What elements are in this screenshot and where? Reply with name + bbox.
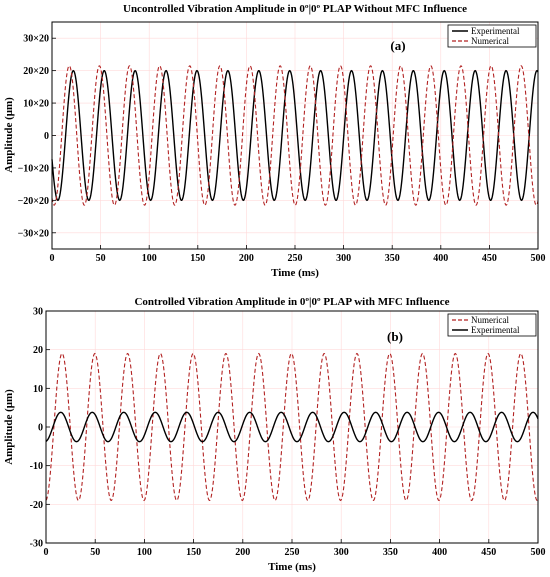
chart-b-y-tick-label: 20: [33, 345, 43, 356]
chart-b-x-tick-label: 150: [186, 547, 201, 558]
chart-b-y-tick-label: -20: [30, 500, 43, 511]
chart-b-x-tick-label: 250: [285, 547, 300, 558]
chart-a-y-tick-label: 30×20: [23, 34, 49, 45]
chart-a-x-tick-label: 50: [96, 253, 106, 264]
chart-a-legend-experimental: Experimental: [471, 26, 520, 36]
chart-b-series-experimental: [45, 411, 539, 443]
chart-a-legend-numerical: Numerical: [471, 36, 509, 46]
chart-a-legend-box: [447, 24, 537, 48]
chart-b-grid: [46, 311, 538, 543]
chart-a-y-tick-label: 0: [44, 131, 49, 142]
chart-b-legend-box: [447, 313, 537, 337]
chart-a-legend: Experimental Numerical: [447, 24, 537, 48]
chart-b-series: [45, 352, 539, 502]
chart-a-x-tick-label: 200: [239, 253, 254, 264]
chart-a-x-tick-label: 450: [482, 253, 497, 264]
chart-a-y-tick-label: 10×20: [23, 99, 49, 110]
chart-b-legend-numerical: Numerical: [471, 315, 509, 325]
chart-a-x-tick-label: 100: [142, 253, 157, 264]
chart-a-y-tick-label: −30×20: [18, 228, 49, 239]
chart-b-legend: Numerical Experimental: [447, 313, 537, 337]
chart-b-x-tick-label: 450: [481, 547, 496, 558]
chart-b-y-tick-label: 0: [38, 423, 43, 434]
chart-a-x-tick-label: 0: [50, 253, 55, 264]
chart-b-x-ticks: 0 50 100 150 200 250 300 350 400 450 500: [44, 539, 546, 558]
chart-a-x-tick-label: 400: [433, 253, 448, 264]
chart-b-y-axis-label: Amplitude (μm): [3, 389, 15, 465]
chart-a-series-experimental: [51, 69, 539, 202]
chart-b-panel-label: (b): [387, 329, 403, 344]
chart-b-x-tick-label: 500: [531, 547, 546, 558]
chart-a-series-numerical: [51, 65, 539, 206]
chart-a-y-ticks: −30×20 −20×20 −10×20 0 10×20 20×20 30×20: [18, 34, 56, 239]
chart-a-x-tick-label: 300: [336, 253, 351, 264]
chart-a-y-tick-label: −20×20: [18, 196, 49, 207]
chart-b-y-tick-label: 30: [33, 307, 43, 318]
chart-b-x-tick-label: 0: [44, 547, 49, 558]
chart-b-x-tick-label: 200: [235, 547, 250, 558]
chart-b-y-tick-label: -10: [30, 461, 43, 472]
chart-b-y-tick-label: 10: [33, 384, 43, 395]
chart-a-x-tick-label: 350: [385, 253, 400, 264]
chart-b-title: Controlled Vibration Amplitude in 0º|0º …: [134, 296, 449, 308]
chart-a-x-tick-label: 150: [190, 253, 205, 264]
chart-b-series-numerical: [45, 352, 539, 502]
chart-b: Controlled Vibration Amplitude in 0º|0º …: [3, 296, 546, 573]
chart-a-y-tick-label: 20×20: [23, 66, 49, 77]
chart-a-panel-label: (a): [390, 38, 405, 53]
chart-b-x-tick-label: 300: [334, 547, 349, 558]
chart-a-series: [51, 65, 539, 206]
chart-b-x-axis-label: Time (ms): [268, 561, 316, 573]
chart-b-y-ticks: -30 -20 -10 0 10 20 30: [30, 307, 50, 550]
chart-a-y-tick-label: −10×20: [18, 163, 49, 174]
chart-a-y-axis-label: Amplitude (μm): [3, 97, 15, 173]
chart-a-x-tick-label: 500: [531, 253, 546, 264]
chart-b-x-tick-label: 350: [383, 547, 398, 558]
chart-b-x-tick-label: 100: [137, 547, 152, 558]
chart-a-x-ticks: 0 50 100 150 200 250 300 350 400 450 500: [50, 245, 546, 264]
chart-a-x-tick-label: 250: [288, 253, 303, 264]
chart-a-x-axis-label: Time (ms): [271, 267, 319, 279]
chart-b-legend-experimental: Experimental: [471, 325, 520, 335]
chart-b-y-tick-label: -30: [30, 539, 43, 550]
chart-a-title: Uncontrolled Vibration Amplitude in 0º|0…: [123, 3, 467, 15]
chart-a: Uncontrolled Vibration Amplitude in 0º|0…: [3, 3, 546, 279]
chart-b-x-tick-label: 400: [432, 547, 447, 558]
chart-b-x-tick-label: 50: [90, 547, 100, 558]
